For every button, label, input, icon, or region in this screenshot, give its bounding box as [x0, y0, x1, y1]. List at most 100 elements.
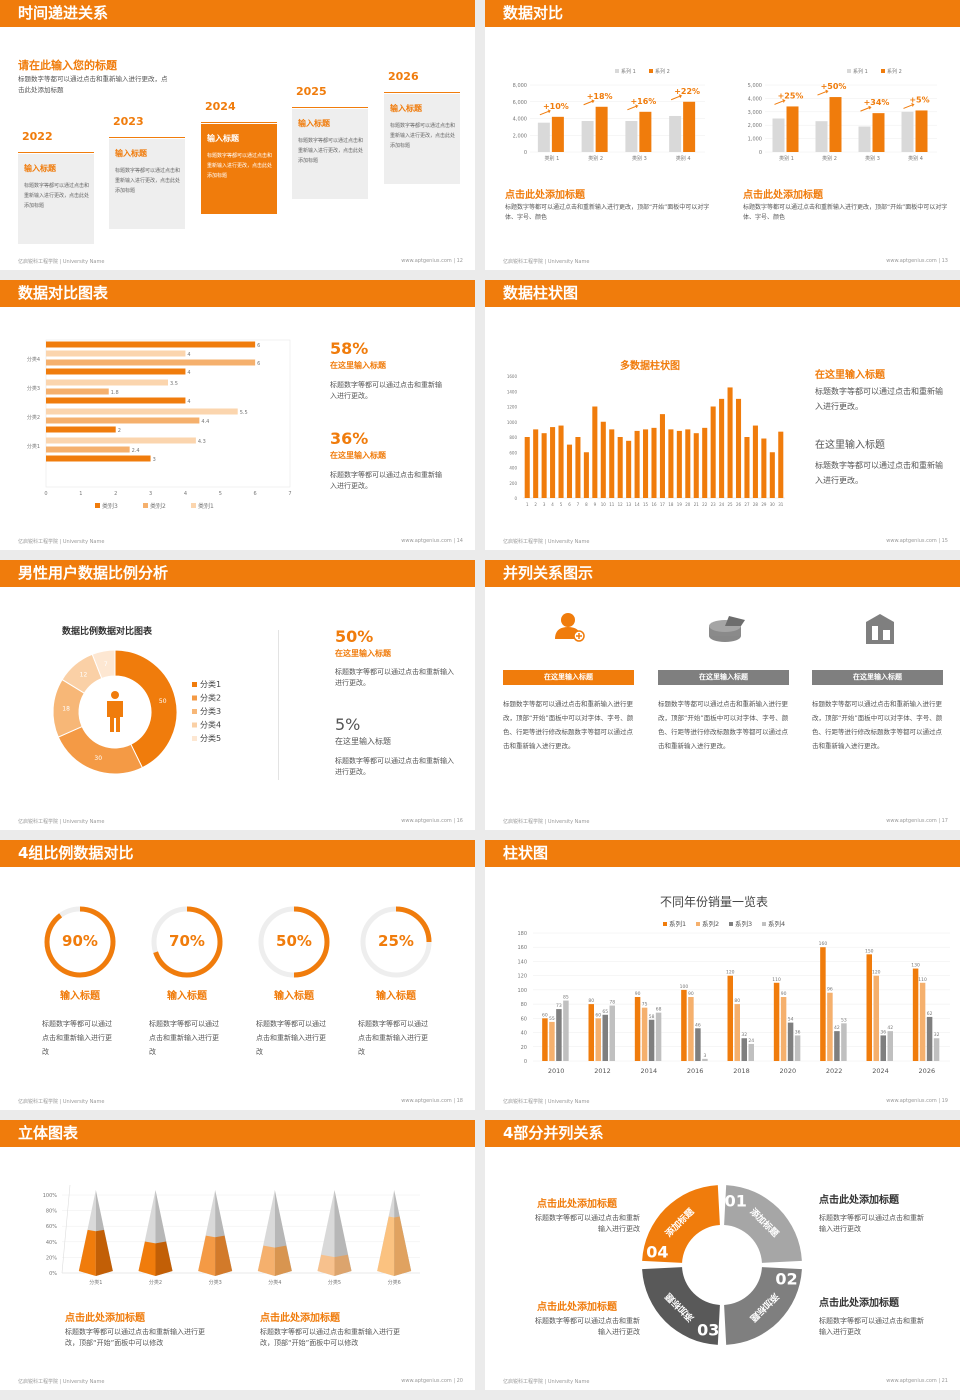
tick-label: 1400	[507, 389, 518, 394]
value-label: 96	[827, 987, 833, 993]
value-label: 160	[819, 941, 828, 947]
value-label: 36	[795, 1029, 801, 1035]
value-label: 60	[542, 1012, 548, 1018]
footer-brand: 亿启锐科工程学院 | University Name	[18, 1379, 105, 1385]
value-label: 4.4	[201, 419, 209, 425]
bar-类别1	[46, 350, 186, 357]
slide-16: 男性用户数据比例分析 数据比例数据对比图表 50 30 18 12 7 分类1 分类2 分类3…	[0, 560, 475, 830]
category-label: 20	[685, 502, 691, 507]
tick-label: 4,000	[513, 117, 527, 123]
pyramid-fill-left	[377, 1216, 395, 1276]
value-label: 85	[563, 995, 569, 1001]
slide-12: 时间递进关系 请在此输入您的标题 标题数字等都可以通过点击和重新输入进行更改，点…	[0, 0, 475, 270]
column-text: 标题数字等都可以通过点击和重新输入进行更改，顶部“开始”面板中可以对字体、字号、…	[658, 700, 789, 750]
stat-1-percent: 58%	[330, 339, 369, 358]
slide-17: 并列关系图示 在这里输入标题 标题数字等都可以通过点击和重新输入进行更改，顶部“开…	[485, 560, 960, 830]
bar-系列2	[873, 975, 879, 1061]
bar-extra	[46, 341, 256, 348]
legend-swatch	[881, 69, 885, 73]
bar-2	[829, 97, 842, 152]
footer-site: www.aptgenius.com | 21	[886, 1378, 948, 1384]
tick-label: 1000	[507, 420, 518, 425]
tick-label: 1	[79, 491, 82, 497]
step-text: 标题数字等都可以通过点击和重新输入进行更改，点击此处添加标题	[24, 183, 90, 209]
category-label: 10	[601, 502, 607, 507]
legend-swatch	[696, 922, 700, 926]
bar-系列2	[919, 982, 926, 1061]
category-label: 15	[643, 502, 649, 507]
legend-label: 系列4	[768, 919, 785, 928]
slice-value: 50	[159, 698, 167, 705]
step-text: 标题数字等都可以通过点击和重新输入进行更改，点击此处添加标题	[207, 153, 273, 179]
slide-18: 4组比例数据对比 90% 输入标题 标题数字等都可以通过点击和重新输入进行更改 70%…	[0, 840, 475, 1110]
step-heading: 输入标题	[115, 149, 147, 158]
bar-2	[915, 110, 928, 152]
bar-系列2	[734, 1004, 740, 1061]
cycle-segment-03	[642, 1267, 720, 1345]
stat-1-heading: 在这里输入标题	[335, 649, 391, 658]
category-label: 11	[609, 502, 615, 507]
ring-heading: 输入标题	[274, 991, 314, 1002]
stat-2-text: 标题数字等都可以通过点击和重新输入进行更改。	[335, 757, 454, 776]
category-label: 27	[744, 502, 750, 507]
growth-label: +34%	[864, 98, 890, 107]
stat-1-heading: 在这里输入标题	[330, 361, 386, 370]
bar-类别1	[46, 379, 168, 386]
slide-title: 柱状图	[485, 840, 960, 867]
value-label: 42	[887, 1025, 893, 1031]
category-label: 12	[618, 502, 624, 507]
ring-text: 标题数字等都可以通过点击和重新输入进行更改	[358, 1020, 428, 1056]
heading-tr: 点击此处添加标题	[819, 1195, 899, 1206]
value-label: 80	[734, 998, 740, 1004]
column-label: 在这里输入标题	[812, 670, 943, 685]
slide-title: 立体图表	[0, 1120, 475, 1147]
value-label: 60	[595, 1012, 601, 1018]
bar-系列4	[702, 1058, 708, 1061]
text-1: 标题数字等都可以通过点击和重新输入进行更改。	[815, 387, 943, 411]
pyramid-fill-right	[334, 1254, 352, 1276]
category-label: 2026	[919, 1067, 936, 1075]
legend-swatch	[191, 503, 196, 508]
tick-label: 80%	[46, 1209, 57, 1215]
category-label: 4	[551, 502, 554, 507]
bar-系列4	[794, 1035, 801, 1061]
category-label: 类别 3	[632, 155, 647, 162]
category-label: 类别 1	[544, 155, 559, 162]
donut-slice	[114, 649, 178, 769]
bar	[769, 452, 775, 498]
bar-1	[581, 121, 594, 152]
bar	[676, 430, 682, 498]
category-label: 2012	[594, 1067, 611, 1075]
bar-系列3	[695, 1028, 701, 1061]
slide-title: 4组比例数据对比	[0, 840, 475, 867]
ring-percent: 50%	[276, 932, 312, 950]
column-label: 在这里输入标题	[658, 670, 789, 685]
column-text: 标题数字等都可以通过点击和重新输入进行更改，顶部“开始”面板中可以对字体、字号、…	[812, 700, 943, 750]
bar-类别1	[46, 437, 196, 444]
bar-系列3	[648, 1019, 655, 1061]
column-text: 标题数字等都可以通过点击和重新输入进行更改，顶部“开始”面板中可以对字体、字号、…	[503, 700, 634, 750]
bar	[643, 429, 649, 498]
category-label: 13	[626, 502, 632, 507]
pyramid-back-left	[317, 1190, 335, 1276]
step-text: 标题数字等都可以通过点击和重新输入进行更改，点击此处添加标题	[115, 168, 181, 194]
step-text: 标题数字等都可以通过点击和重新输入进行更改，点击此处添加标题	[390, 123, 456, 149]
left-heading: 点击此处添加标题	[65, 1313, 145, 1324]
progress-rings	[44, 906, 432, 978]
legend-swatch	[192, 736, 197, 741]
pyramid-fill-right	[274, 1245, 292, 1276]
column-label: 在这里输入标题	[503, 670, 634, 685]
value-label: 6	[257, 343, 260, 349]
category-label: 类别 2	[822, 155, 837, 162]
stat-1-text: 标题数字等都可以通过点击和重新输入进行更改。	[330, 381, 442, 400]
slice-value: 12	[80, 671, 88, 678]
tick-label: 40%	[46, 1240, 57, 1246]
step-card	[292, 109, 368, 199]
bar-2	[872, 113, 885, 152]
tick-label: 1200	[507, 405, 518, 410]
person-icon	[107, 691, 123, 732]
bar-类别3	[46, 397, 186, 404]
legend-label: 分类1	[200, 679, 221, 689]
ring-progress	[153, 906, 223, 978]
